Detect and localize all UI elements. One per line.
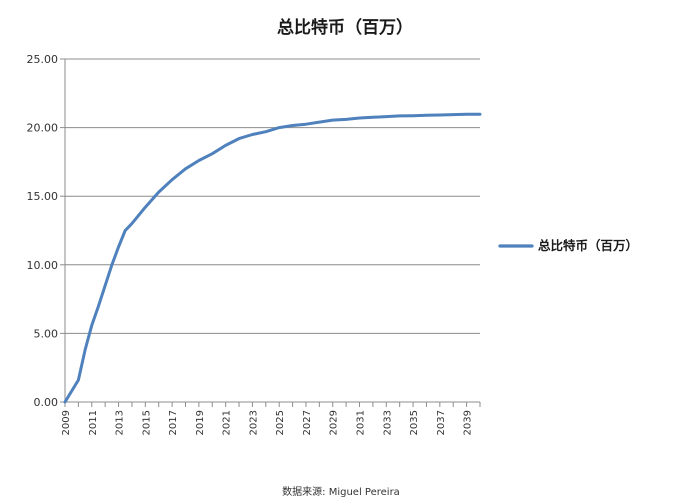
x-tick-label: 2031: [356, 410, 367, 435]
x-tick-label: 2013: [115, 410, 126, 435]
x-tick-label: 2009: [61, 410, 72, 435]
y-tick-label: 10.00: [27, 259, 59, 272]
gridlines: [65, 58, 480, 334]
x-tick-label: 2027: [302, 410, 313, 435]
x-tick-label: 2017: [168, 410, 179, 435]
x-tick-label: 2029: [329, 410, 340, 435]
x-tick-label: 2019: [195, 410, 206, 435]
series-layer: [63, 112, 482, 404]
y-tick-label: 25.00: [27, 53, 59, 66]
axes: [64, 59, 480, 403]
x-tick-label: 2023: [248, 410, 259, 435]
legend: 总比特币（百万）: [498, 238, 638, 253]
x-tick-label: 2037: [436, 410, 447, 435]
x-tick-label: 2011: [88, 410, 99, 435]
x-tick-label: 2035: [409, 410, 420, 435]
x-tick-label: 2033: [382, 410, 393, 435]
y-tick-label: 5.00: [34, 327, 59, 340]
chart-title: 总比特币（百万）: [277, 17, 413, 38]
y-tick-label: 0.00: [34, 396, 59, 409]
source-note: 数据来源: Miguel Pereira: [282, 487, 400, 498]
series-line: [63, 112, 482, 404]
x-tick-label: 2015: [141, 410, 152, 435]
x-tick-label: 2039: [463, 410, 474, 435]
x-tick-label: 2025: [275, 410, 286, 435]
bitcoin-supply-chart: 总比特币（百万） 0.00 5.00 10.00 15.00 20.00 25.00 20…: [27, 17, 639, 435]
legend-label: 总比特币（百万）: [538, 238, 638, 253]
y-tick-label: 20.00: [27, 122, 59, 135]
x-axis-ticks: 2009 2011 2013 2015 2017 2019 2021 2023 2025 2027…: [61, 402, 481, 435]
x-tick-label: 2021: [222, 410, 233, 435]
y-tick-label: 15.00: [27, 190, 59, 203]
y-axis-ticks: 0.00 5.00 10.00 15.00 20.00 25.00: [27, 53, 65, 409]
